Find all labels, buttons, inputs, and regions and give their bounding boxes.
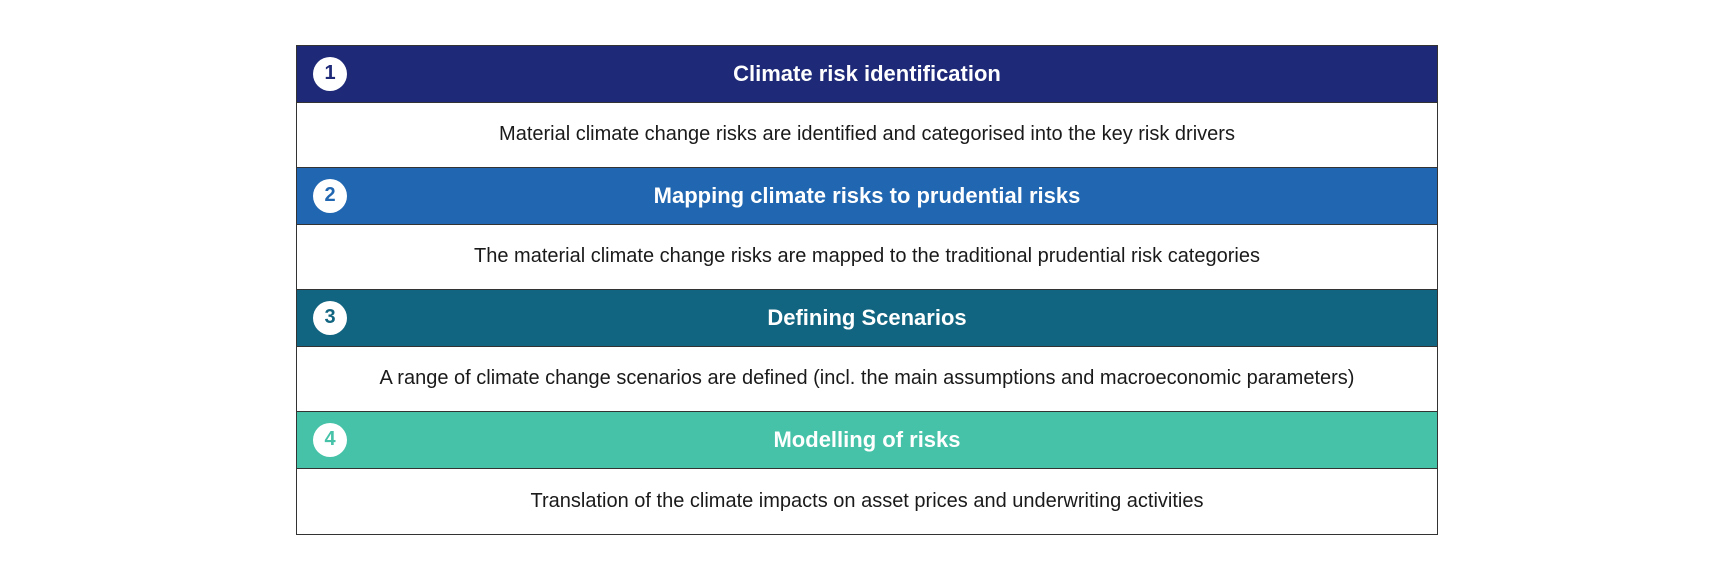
step-2-badge: 2 <box>313 179 347 213</box>
step-3-title: Defining Scenarios <box>297 305 1437 331</box>
step-3: 3 Defining Scenarios A range of climate … <box>297 290 1437 412</box>
step-2-number: 2 <box>324 184 335 207</box>
step-2-header: 2 Mapping climate risks to prudential ri… <box>297 168 1437 224</box>
step-2-title: Mapping climate risks to prudential risk… <box>297 183 1437 209</box>
step-1-badge: 1 <box>313 57 347 91</box>
step-3-description: A range of climate change scenarios are … <box>297 346 1437 412</box>
step-4-number: 4 <box>324 428 335 451</box>
step-4: 4 Modelling of risks Translation of the … <box>297 412 1437 534</box>
step-4-title: Modelling of risks <box>297 427 1437 453</box>
step-1-header: 1 Climate risk identification <box>297 46 1437 102</box>
process-diagram: 1 Climate risk identification Material c… <box>296 45 1438 535</box>
step-3-header: 3 Defining Scenarios <box>297 290 1437 346</box>
step-1-description: Material climate change risks are identi… <box>297 102 1437 168</box>
step-4-header: 4 Modelling of risks <box>297 412 1437 468</box>
step-2: 2 Mapping climate risks to prudential ri… <box>297 168 1437 290</box>
step-1-title: Climate risk identification <box>297 61 1437 87</box>
step-3-badge: 3 <box>313 301 347 335</box>
step-4-description: Translation of the climate impacts on as… <box>297 468 1437 534</box>
step-1: 1 Climate risk identification Material c… <box>297 46 1437 168</box>
step-4-badge: 4 <box>313 423 347 457</box>
step-2-description: The material climate change risks are ma… <box>297 224 1437 290</box>
step-1-number: 1 <box>324 62 335 85</box>
step-3-number: 3 <box>324 306 335 329</box>
